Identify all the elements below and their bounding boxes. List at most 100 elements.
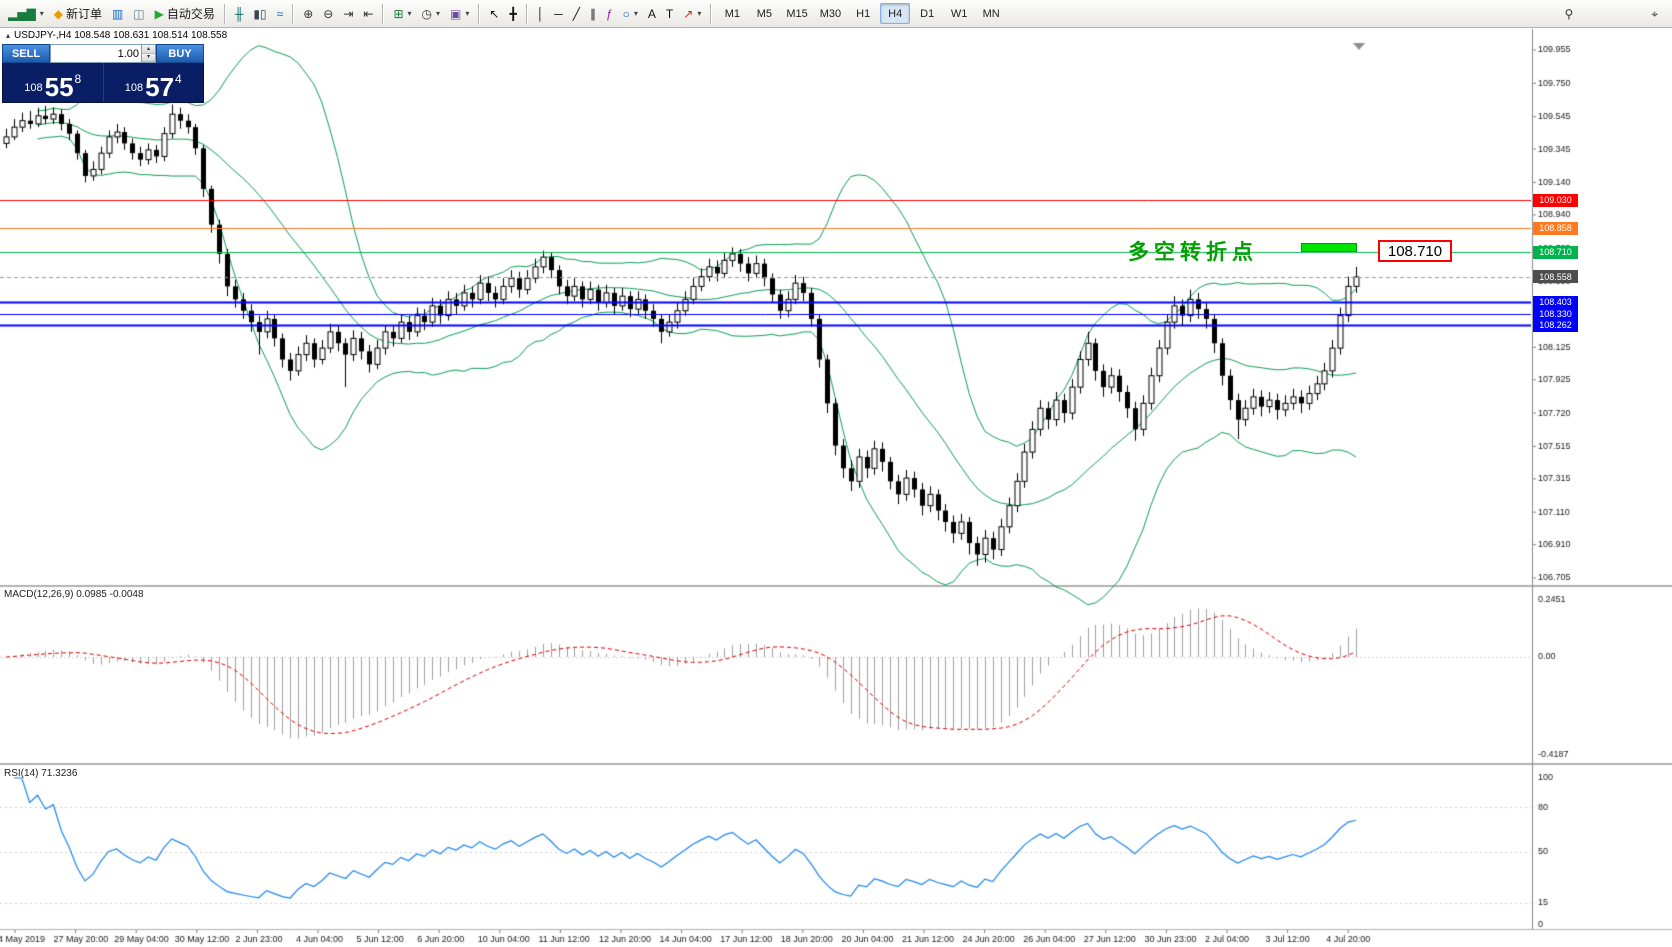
market-watch-icon: ▥ [111, 6, 124, 21]
periods-icon[interactable]: ◷ ▾ [418, 3, 445, 25]
volume-value: 1.00 [117, 47, 139, 60]
zoom-out-icon[interactable]: ⊖ [319, 3, 337, 25]
bid-prefix: 108 [24, 82, 43, 94]
text-icon: A [647, 6, 656, 21]
horizontal-line-icon[interactable]: ─ [550, 3, 567, 25]
auto-scroll-icon: ⇥ [343, 6, 354, 21]
volume-spinner: ▴ ▾ [141, 45, 155, 62]
sell-button[interactable]: SELL [2, 44, 50, 63]
collapse-arrow-icon[interactable]: ▴ [6, 31, 11, 40]
fibonacci-icon[interactable]: ƒ [602, 3, 617, 25]
timeframe-button-m1[interactable]: M1 [724, 7, 740, 20]
dropdown-arrow-icon[interactable]: ▾ [633, 9, 638, 18]
toolbar-separator [292, 3, 295, 24]
trendline-icon[interactable]: ╱ [569, 3, 584, 25]
bid-big-digits: 55 [44, 71, 74, 102]
shapes-icon[interactable]: ○ ▾ [619, 3, 642, 25]
timeframe-button-d1[interactable]: D1 [920, 7, 935, 20]
bid-price: 108 55 8 [3, 63, 103, 102]
crosshair-icon: ╋ [509, 6, 517, 21]
text-label-icon: T [665, 6, 674, 21]
new-order-button-label: 新订单 [65, 7, 102, 21]
arrows-icon[interactable]: ↗ ▾ [679, 3, 705, 25]
highlight-rectangle[interactable] [1301, 243, 1357, 252]
turning-point-annotation[interactable]: 多空转折点 [1128, 241, 1258, 264]
toolbar-right-group: ⚲ ⌖ [1560, 3, 1672, 25]
line-chart-type-icon: ≈ [276, 6, 284, 21]
channel-icon[interactable]: ∥ [586, 3, 600, 25]
timeframe-button-m5[interactable]: M5 [756, 7, 772, 20]
rsi-indicator-label: RSI(14) 71.3236 [4, 768, 78, 779]
candlestick-chart-type-icon[interactable]: ▮▯ [249, 3, 270, 25]
zoom-out-icon: ⊖ [323, 6, 334, 21]
data-window-icon: ◫ [133, 6, 145, 21]
dropdown-arrow-icon[interactable]: ▾ [407, 9, 412, 18]
timeframe-button-m15[interactable]: M15 [786, 7, 808, 20]
one-click-trading-panel: SELL 1.00 ▴ ▾ BUY 108 55 8 108 57 4 [2, 44, 204, 103]
cursor-icon: ↖ [489, 6, 500, 21]
cursor-icon[interactable]: ↖ [485, 3, 503, 25]
timeframe-button-h1[interactable]: H1 [856, 7, 871, 20]
chart-title-text: USDJPY-,H4 108.548 108.631 108.514 108.5… [14, 30, 228, 41]
new-order-button[interactable]: ◆ 新订单 [50, 3, 106, 25]
trendline-icon: ╱ [572, 6, 580, 21]
zoom-in-icon[interactable]: ⊕ [299, 3, 317, 25]
toolbar-separator [478, 3, 481, 24]
new-chart-icon[interactable]: ▂▅▇ ▾ [4, 3, 48, 25]
text-icon[interactable]: A [644, 3, 660, 25]
buy-button[interactable]: BUY [156, 44, 204, 63]
volume-down-icon[interactable]: ▾ [142, 53, 155, 62]
main-toolbar: ▂▅▇ ▾ ◆ 新订单 ▥ ◫ ▶ 自动交易 ╫ ▮▯ ≈ ⊕ ⊖ ⇥ ⇤ ⊞ ▾ ◷ ▾ ▣ ▾ ↖ ╋ │ ─ ╱ ∥ ƒ ○ ▾ A T… [0, 0, 1672, 28]
periods-icon: ◷ [421, 6, 433, 21]
search-icon: ⚲ [1564, 6, 1574, 21]
templates-icon[interactable]: ▣ ▾ [446, 3, 473, 25]
price-tag-108.262: 108.262 [1533, 318, 1578, 332]
timeframe-button-w1[interactable]: W1 [950, 7, 968, 20]
target-icon[interactable]: ⌖ [1647, 3, 1662, 25]
channel-icon: ∥ [589, 6, 596, 21]
bid-ask-display: 108 55 8 108 57 4 [2, 63, 204, 103]
vertical-line-icon: │ [536, 6, 545, 21]
crosshair-icon[interactable]: ╋ [505, 3, 520, 25]
price-tag-108.403: 108.403 [1533, 295, 1578, 309]
volume-input[interactable]: 1.00 ▴ ▾ [50, 44, 156, 63]
volume-up-icon[interactable]: ▴ [142, 45, 155, 54]
dropdown-arrow-icon[interactable]: ▾ [436, 9, 441, 18]
toolbar-separator [223, 3, 226, 24]
dropdown-arrow-icon[interactable]: ▾ [39, 9, 44, 18]
ask-price: 108 57 4 [104, 63, 204, 102]
auto-trading-icon: ▶ [154, 6, 164, 21]
bid-pipette: 8 [74, 72, 82, 86]
price-tag-108.330: 108.330 [1533, 307, 1578, 321]
auto-scroll-icon[interactable]: ⇥ [339, 3, 357, 25]
templates-icon: ▣ [450, 6, 462, 21]
chart-shift-icon[interactable]: ⇤ [359, 3, 377, 25]
bar-chart-type-icon: ╫ [234, 6, 244, 21]
price-tag-108.710: 108.710 [1533, 245, 1578, 259]
auto-trading-button[interactable]: ▶ 自动交易 [151, 3, 219, 25]
ask-pipette: 4 [175, 72, 182, 86]
ask-big-digits: 57 [145, 71, 175, 102]
dropdown-arrow-icon[interactable]: ▾ [465, 9, 470, 18]
shapes-icon: ○ [622, 6, 630, 21]
zoom-in-icon: ⊕ [303, 6, 314, 21]
data-window-icon[interactable]: ◫ [129, 3, 148, 25]
timeframe-button-h4[interactable]: H4 [880, 3, 911, 24]
toolbar-separator [710, 3, 713, 24]
chart-title: ▴ USDJPY-,H4 108.548 108.631 108.514 108… [6, 30, 227, 41]
search-icon[interactable]: ⚲ [1560, 3, 1577, 25]
timeframe-button-m30[interactable]: M30 [819, 7, 842, 20]
market-watch-icon[interactable]: ▥ [108, 3, 127, 25]
ask-prefix: 108 [124, 82, 144, 94]
new-chart-icon: ▂▅▇ [8, 6, 36, 21]
dropdown-arrow-icon[interactable]: ▾ [697, 9, 702, 18]
timeframe-button-mn[interactable]: MN [982, 7, 1000, 20]
line-chart-type-icon[interactable]: ≈ [273, 3, 288, 25]
macd-indicator-label: MACD(12,26,9) 0.0985 -0.0048 [4, 589, 144, 600]
bar-chart-type-icon[interactable]: ╫ [231, 3, 248, 25]
vertical-line-icon[interactable]: │ [533, 3, 549, 25]
price-callout[interactable]: 108.710 [1378, 240, 1452, 262]
indicators-icon[interactable]: ⊞ ▾ [389, 3, 415, 25]
text-label-icon[interactable]: T [662, 3, 677, 25]
